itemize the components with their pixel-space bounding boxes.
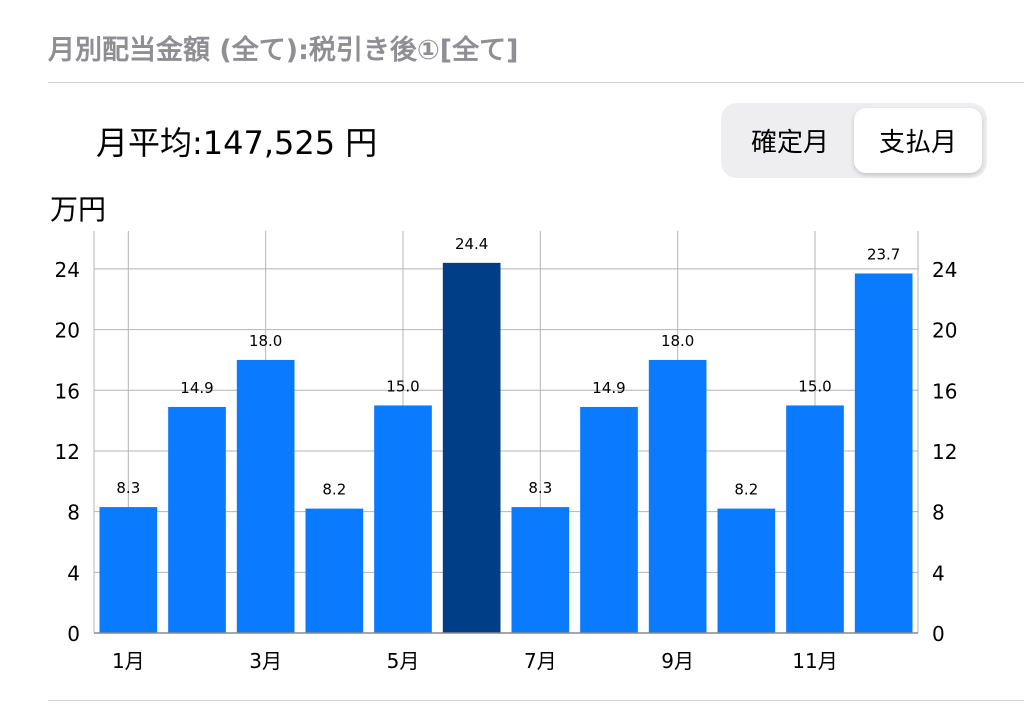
bar-value-label: 18.0: [249, 332, 282, 350]
y-tick-label-left: 16: [55, 379, 80, 403]
y-tick-label-right: 16: [932, 379, 957, 403]
bar: [99, 507, 158, 633]
y-tick-label-right: 8: [932, 501, 945, 525]
bar-value-label: 24.4: [455, 235, 488, 253]
bar-value-label: 14.9: [180, 379, 213, 397]
y-tick-label-right: 4: [932, 561, 945, 585]
toggle-confirmed-month[interactable]: 確定月: [750, 128, 829, 158]
bar: [580, 406, 638, 633]
y-tick-label-left: 20: [55, 319, 80, 343]
bar: [236, 359, 295, 633]
bar: [717, 508, 776, 633]
bar-value-label: 18.0: [661, 332, 694, 350]
section-title: 月別配当金額 (全て):税引き後①[全て]: [48, 35, 519, 66]
bar: [168, 406, 226, 633]
y-tick-label-left: 12: [55, 440, 80, 464]
bar: [442, 262, 501, 633]
y-tick-label-right: 0: [932, 622, 945, 646]
x-tick-label: 5月: [387, 649, 420, 673]
bar: [854, 273, 913, 633]
monthly-dividend-chart: 0 0 4 4 8 8 12 12 16 16 20 20 24 24 8.3 14.9 18.0 8.2 15.0…: [55, 231, 957, 673]
bar-value-label: 8.2: [322, 481, 346, 499]
bar-value-label: 15.0: [798, 377, 831, 395]
bar: [305, 508, 364, 633]
y-tick-label-right: 24: [932, 258, 957, 282]
bar: [648, 359, 707, 633]
x-tick-label: 1月: [112, 649, 145, 673]
y-axis-unit: 万円: [50, 193, 107, 226]
x-tick-label: 7月: [524, 649, 557, 673]
month-type-toggle[interactable]: 確定月 支払月: [721, 103, 987, 178]
toggle-payment-month[interactable]: 支払月: [854, 108, 982, 173]
y-tick-label-left: 8: [67, 501, 80, 525]
bar-value-label: 15.0: [386, 377, 419, 395]
monthly-average: 月平均:147,525 円: [96, 124, 378, 162]
bar-value-label: 14.9: [592, 379, 625, 397]
x-tick-label: 11月: [792, 649, 837, 673]
top-divider: [48, 82, 1024, 83]
bar-value-label: 8.3: [528, 479, 552, 497]
bar: [511, 507, 570, 633]
y-tick-label-left: 0: [67, 622, 80, 646]
y-tick-label-right: 12: [932, 440, 957, 464]
x-tick-label: 3月: [249, 649, 282, 673]
y-tick-label-left: 4: [67, 561, 80, 585]
bottom-divider: [48, 700, 1024, 701]
bar-value-label: 8.3: [116, 479, 140, 497]
bar: [374, 405, 432, 633]
bar-value-label: 23.7: [867, 245, 900, 263]
x-tick-label: 9月: [661, 649, 694, 673]
bar: [786, 405, 844, 633]
bar-value-label: 8.2: [734, 481, 758, 499]
y-tick-label-left: 24: [55, 258, 80, 282]
y-tick-label-right: 20: [932, 319, 957, 343]
